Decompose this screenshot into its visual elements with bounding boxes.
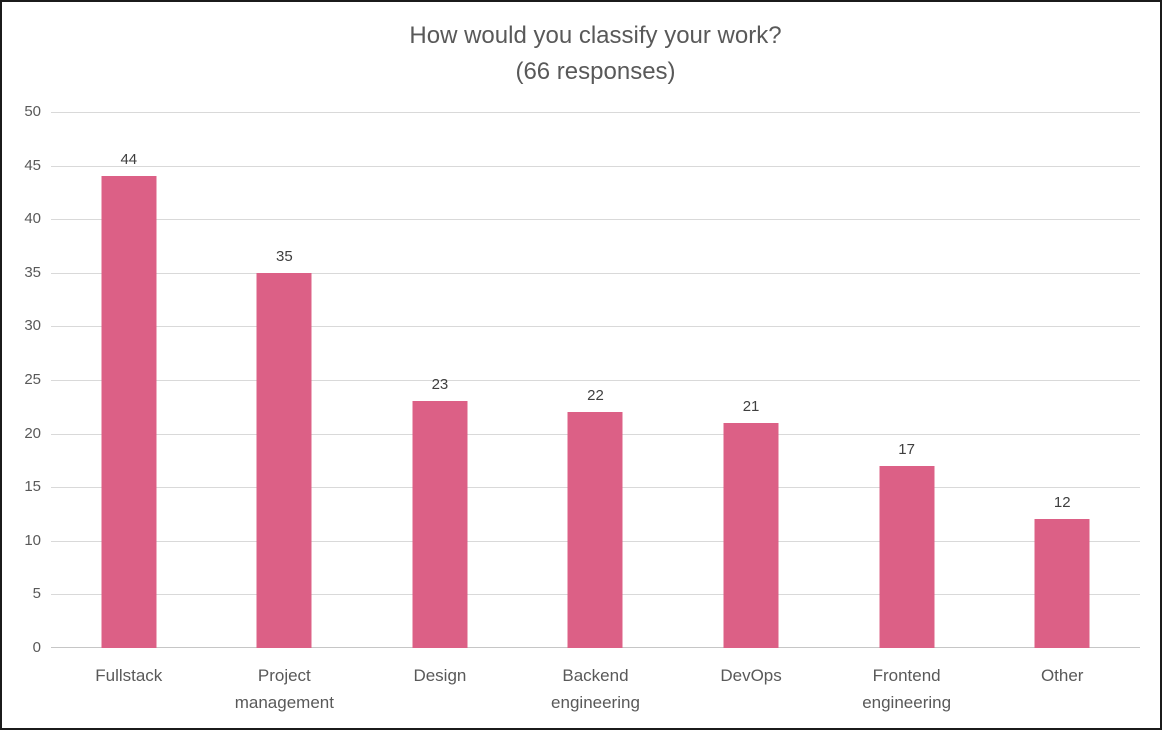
y-axis-tick-label: 30 (24, 317, 41, 335)
y-axis-tick-label: 20 (24, 424, 41, 442)
bar-value-label: 23 (431, 376, 449, 394)
y-axis-tick-label: 25 (24, 371, 41, 388)
y-axis-tick-label: 10 (24, 531, 41, 549)
chart-title-block: How would you classify your work? (66 re… (51, 18, 1140, 90)
bar-devops (723, 422, 779, 648)
x-axis-category-label: DevOps (720, 666, 782, 685)
bar-design (412, 401, 468, 648)
bar-slot: 17 (829, 112, 985, 648)
x-axis-category-label: Fullstack (95, 666, 163, 685)
plot-area: 0 5 10 15 20 25 30 35 40 45 50 44 35 23 22 21 17 12 (24, 103, 1140, 656)
bar-frontend-engineering (879, 465, 935, 648)
y-axis-tick-label: 5 (32, 585, 41, 603)
bar-value-label: 22 (587, 387, 604, 405)
x-axis-category-label: Project management (234, 666, 334, 712)
bar-value-label: 12 (1053, 494, 1071, 512)
y-axis-tick-label: 35 (24, 263, 41, 281)
y-axis-tick-label: 45 (24, 156, 41, 174)
bar-value-label: 21 (742, 397, 760, 415)
gridline (51, 326, 1140, 328)
y-axis-tick-label: 0 (32, 639, 41, 656)
bar-other (1034, 519, 1090, 648)
y-axis-tick-label: 50 (24, 103, 41, 120)
gridline (51, 165, 1140, 167)
bar-value-label: 44 (120, 151, 138, 169)
bar-value-label: 35 (276, 247, 293, 265)
bar-fullstack (101, 176, 157, 648)
gridline (51, 112, 1140, 113)
gridline (51, 219, 1140, 221)
bar-value-label: 17 (898, 440, 915, 458)
bar-slot: 21 (673, 112, 829, 648)
x-axis-category-label: Frontend engineering (862, 666, 952, 712)
bar-slot: 35 (207, 112, 363, 648)
gridline (51, 272, 1140, 274)
chart-subtitle: (66 responses) (515, 58, 676, 85)
bar-slot: 44 (51, 112, 207, 648)
x-axis-category-label: Backend engineering (551, 666, 640, 712)
x-axis-category-label: Other (1040, 666, 1084, 685)
bar-slot: 23 (362, 112, 518, 648)
bar-backend-engineering (567, 412, 623, 648)
chart-title: How would you classify your work? (409, 22, 782, 49)
bar-slot: 12 (984, 112, 1140, 648)
y-axis-tick-label: 15 (24, 478, 41, 496)
y-axis-tick-label: 40 (24, 210, 41, 228)
x-axis-labels: Fullstack Project management Design Backend… (51, 662, 1140, 722)
gridline (51, 380, 1140, 381)
bar-project-management (256, 272, 312, 648)
x-axis-category-label: Design (413, 666, 467, 685)
bar-slot: 22 (518, 112, 674, 648)
